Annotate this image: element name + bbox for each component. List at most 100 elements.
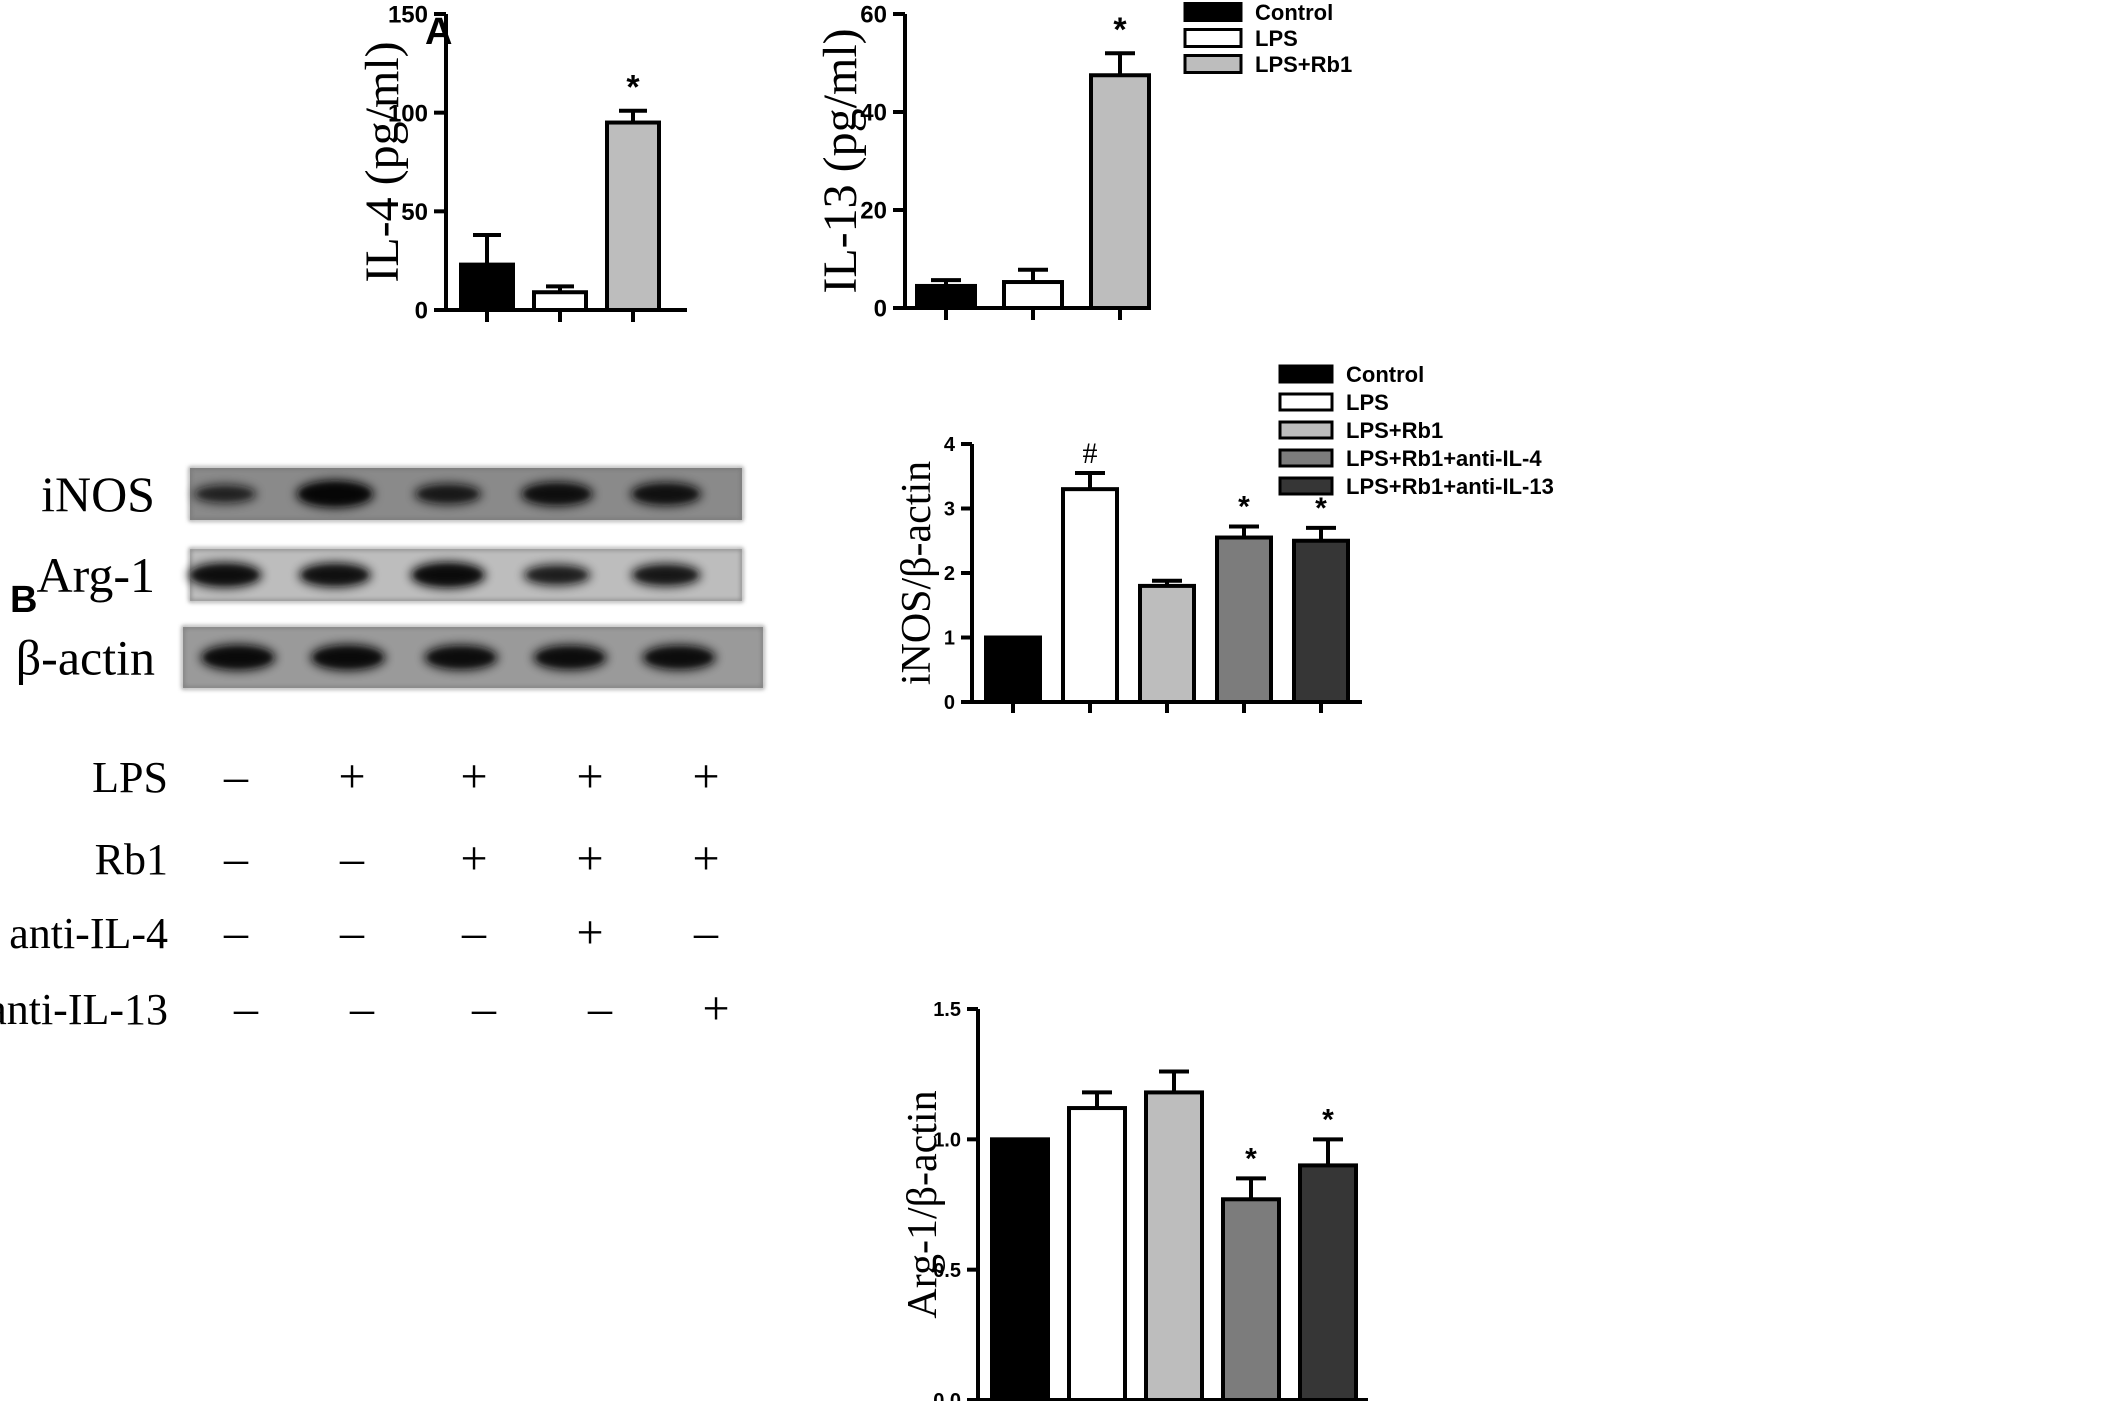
bar-control <box>984 635 1042 704</box>
significance-mark: # <box>1083 437 1098 470</box>
y-tick-label: 0 <box>415 298 428 325</box>
y-tick-label: 0 <box>874 296 887 323</box>
blot-band-core <box>314 647 382 668</box>
blot-row-label: Arg-1 <box>36 547 155 603</box>
treatment-sign: – <box>461 906 487 959</box>
bar-control <box>990 1137 1050 1401</box>
treatment-sign: + <box>338 750 365 803</box>
blot-strip-edge <box>182 626 764 689</box>
bar-lps-rb1 <box>1144 1090 1204 1401</box>
legend-label: Control <box>1255 0 1333 25</box>
treatment-sign: – <box>471 982 497 1035</box>
significance-mark: * <box>1245 1142 1257 1175</box>
y-axis-label: iNOS/β-actin <box>894 461 940 685</box>
bar-lps-rb1-anti-il-4 <box>1215 535 1273 705</box>
blot-band-core <box>418 486 478 502</box>
blot-band-core <box>204 647 272 668</box>
treatment-sign: – <box>339 832 365 885</box>
treatment-sign: – <box>233 982 259 1035</box>
legend-swatch <box>1278 420 1334 440</box>
panel-label-a: A <box>425 11 452 53</box>
significance-mark: * <box>1113 11 1127 49</box>
legend-swatch <box>1278 448 1334 468</box>
blot-band-core <box>197 487 253 501</box>
treatment-label: Rb1 <box>95 835 168 884</box>
bar-lps-rb1 <box>1138 583 1196 705</box>
treatment-sign: + <box>576 906 603 959</box>
y-tick-label: 20 <box>860 198 887 225</box>
legend-label: LPS <box>1255 26 1298 51</box>
chart-il4: 0 50 100 150 IL-4 (pg/ml) * <box>356 2 687 325</box>
y-axis-label: IL-4 (pg/ml) <box>356 41 409 282</box>
bar-lps-rb1-anti-il-4 <box>1221 1197 1281 1401</box>
legend-swatch <box>1183 2 1243 22</box>
legend-panel-b: Control LPS LPS+Rb1 LPS+Rb1+anti-IL-4 LPS+Rb… <box>1278 362 1554 499</box>
bar-lps-rb1 <box>605 120 661 312</box>
treatment-sign: + <box>576 750 603 803</box>
y-tick-label: 1.5 <box>933 999 961 1021</box>
y-tick-label: 40 <box>860 100 887 127</box>
legend-label: Control <box>1346 362 1424 387</box>
treatment-sign: + <box>460 750 487 803</box>
bar-lps <box>1067 1106 1127 1401</box>
treatment-sign: – <box>587 982 613 1035</box>
bar-lps <box>1002 280 1064 310</box>
legend-label: LPS+Rb1 <box>1255 52 1352 77</box>
legend-label: LPS <box>1346 390 1389 415</box>
treatment-table: LPS – + + + + Rb1 – – + + + anti-IL-4 – – – + – anti-IL-13… <box>0 750 730 1035</box>
blot-band-core <box>414 564 482 586</box>
blot-strip-edge <box>189 467 743 521</box>
legend-label: LPS+Rb1+anti-IL-13 <box>1346 474 1554 499</box>
y-tick-label: 50 <box>401 199 428 226</box>
bar-lps <box>1061 487 1119 704</box>
significance-mark: * <box>1238 491 1250 524</box>
panel-label-b: B <box>10 579 37 621</box>
bar-control <box>459 262 515 313</box>
legend-label: LPS+Rb1 <box>1346 418 1443 443</box>
treatment-sign: + <box>576 832 603 885</box>
y-axis-label: Arg-1/β-actin <box>900 1090 946 1318</box>
legend-swatch <box>1183 54 1243 74</box>
treatment-sign: + <box>692 832 719 885</box>
y-tick-label: 60 <box>860 2 887 29</box>
blot-row-label: β-actin <box>16 630 155 686</box>
y-tick-label: 2 <box>944 563 955 585</box>
blot-band-core <box>634 566 698 584</box>
bar-lps-rb1-anti-il-13 <box>1292 538 1350 704</box>
y-tick-label: 150 <box>388 2 428 29</box>
blot-row-label: iNOS <box>41 466 155 522</box>
treatment-sign: – <box>339 906 365 959</box>
significance-mark: * <box>626 69 640 107</box>
bar-lps-rb1-anti-il-13 <box>1298 1163 1358 1401</box>
treatment-sign: – <box>223 750 249 803</box>
blot-band-core <box>524 484 590 504</box>
y-tick-label: 0.0 <box>933 1390 961 1401</box>
legend-swatch <box>1183 28 1243 48</box>
y-tick-label: 4 <box>944 434 956 456</box>
treatment-label: LPS <box>92 753 168 802</box>
treatment-sign: + <box>460 832 487 885</box>
legend-swatch <box>1278 392 1334 412</box>
blot-band-core <box>645 647 713 668</box>
blot-band-core <box>427 647 495 668</box>
legend-swatch <box>1278 476 1334 496</box>
y-tick-label: 3 <box>944 499 955 521</box>
blot-band-core <box>634 485 698 503</box>
y-tick-label: 1.0 <box>933 1130 961 1152</box>
y-axis-label: IL-13 (pg/ml) <box>814 28 867 293</box>
significance-mark: * <box>1322 1103 1334 1136</box>
blot-band-core <box>302 565 368 585</box>
y-tick-label: 0 <box>944 692 955 714</box>
treatment-sign: – <box>223 832 249 885</box>
significance-mark: * <box>1315 492 1327 525</box>
legend-swatch <box>1278 364 1334 384</box>
treatment-sign: – <box>693 906 719 959</box>
blot-band-core <box>300 483 370 505</box>
bar-lps <box>532 290 588 312</box>
western-blot: iNOS Arg-1 β-actin <box>16 466 764 689</box>
chart-arg1: 0.0 0.5 1.0 1.5 Arg-1/β-actin * * <box>900 999 1368 1401</box>
